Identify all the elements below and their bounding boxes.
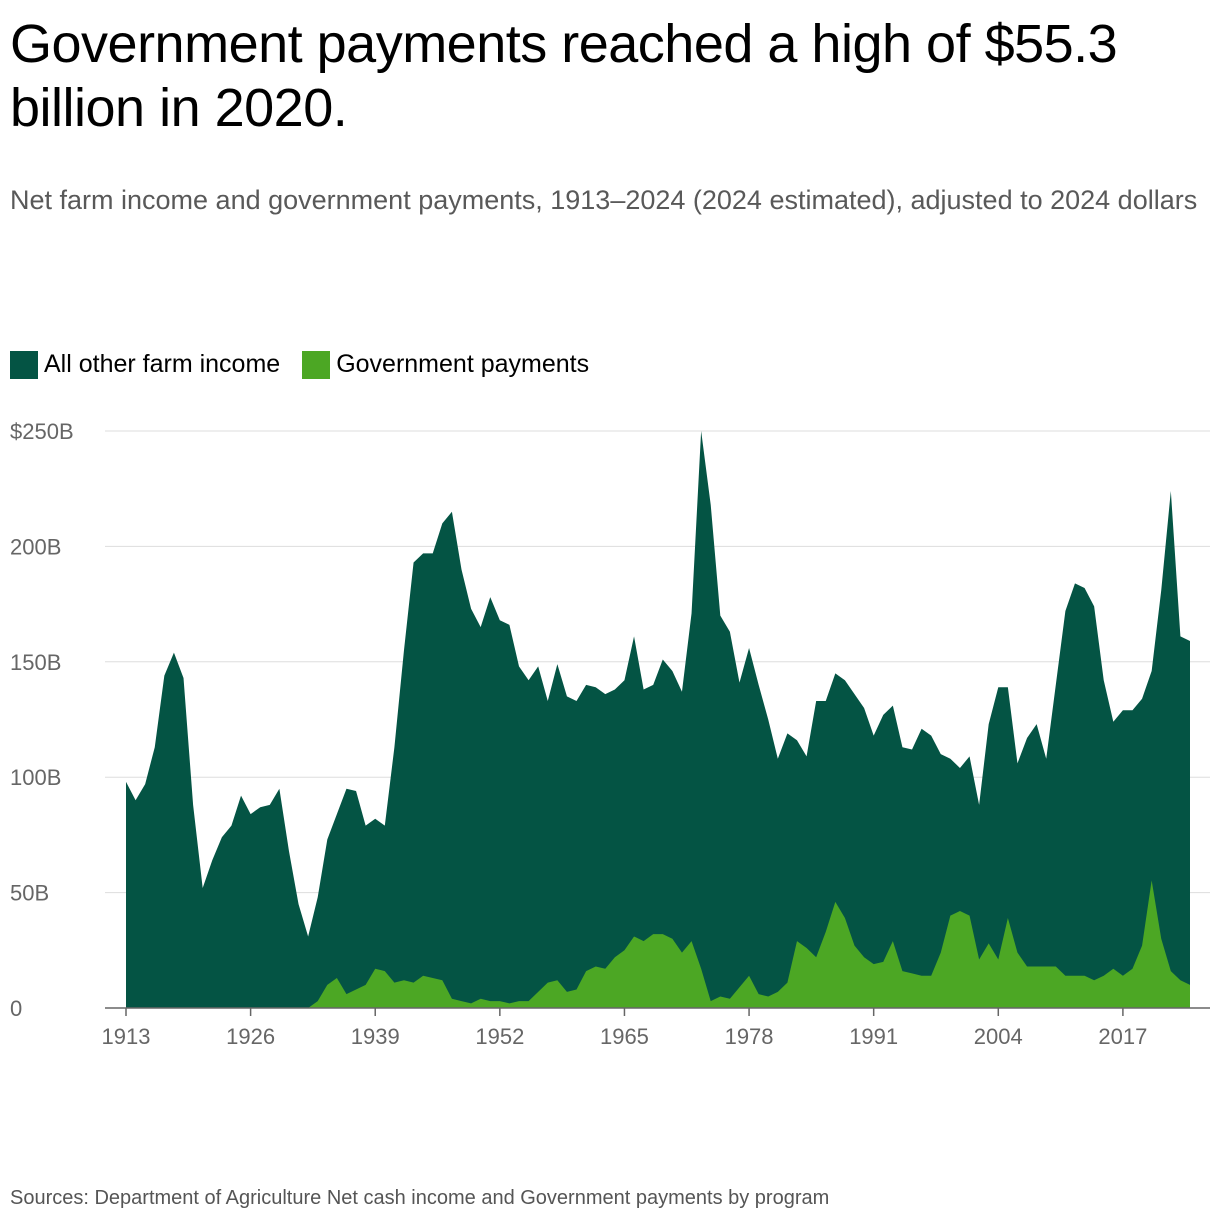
chart-subtitle: Net farm income and government payments,…	[10, 185, 1198, 215]
source-note: Sources: Department of Agriculture Net c…	[10, 1187, 830, 1209]
area-government-payments	[126, 880, 1190, 1008]
areas	[126, 431, 1190, 1008]
y-tick-label: $250B	[10, 419, 74, 444]
x-tick-label: 1991	[849, 1024, 898, 1049]
legend-item-gov: Government payments	[302, 350, 589, 379]
legend-label-other: All other farm income	[44, 350, 281, 378]
x-tick-label: 1978	[725, 1024, 774, 1049]
legend: All other farm income Government payment…	[10, 350, 611, 379]
chart-title: Government payments reached a high of $5…	[10, 14, 1118, 138]
x-tick-label: 1939	[351, 1024, 400, 1049]
axes: $250B 200B 150B 100B 50B 0 1913 1926 1939 1952 196…	[10, 419, 1210, 1049]
x-tick-label: 1926	[226, 1024, 275, 1049]
x-tick-label: 1965	[600, 1024, 649, 1049]
legend-swatch-gov	[302, 350, 331, 379]
legend-swatch-other	[10, 350, 38, 379]
y-tick-label: 0	[10, 996, 22, 1021]
x-tick-label: 2017	[1098, 1024, 1147, 1049]
area-chart: $250B 200B 150B 100B 50B 0 1913 1926 1939 1952 196…	[10, 419, 1210, 1049]
y-tick-label: 100B	[10, 765, 61, 790]
area-all-other-farm-income	[126, 431, 1190, 1008]
x-tick-label: 2004	[974, 1024, 1023, 1049]
legend-label-gov: Government payments	[336, 350, 590, 378]
x-tick-label: 1913	[102, 1024, 151, 1049]
legend-item-other: All other farm income	[10, 350, 280, 379]
x-tick-label: 1952	[475, 1024, 524, 1049]
y-tick-label: 150B	[10, 650, 61, 675]
y-tick-label: 50B	[10, 881, 49, 906]
y-tick-label: 200B	[10, 534, 61, 559]
